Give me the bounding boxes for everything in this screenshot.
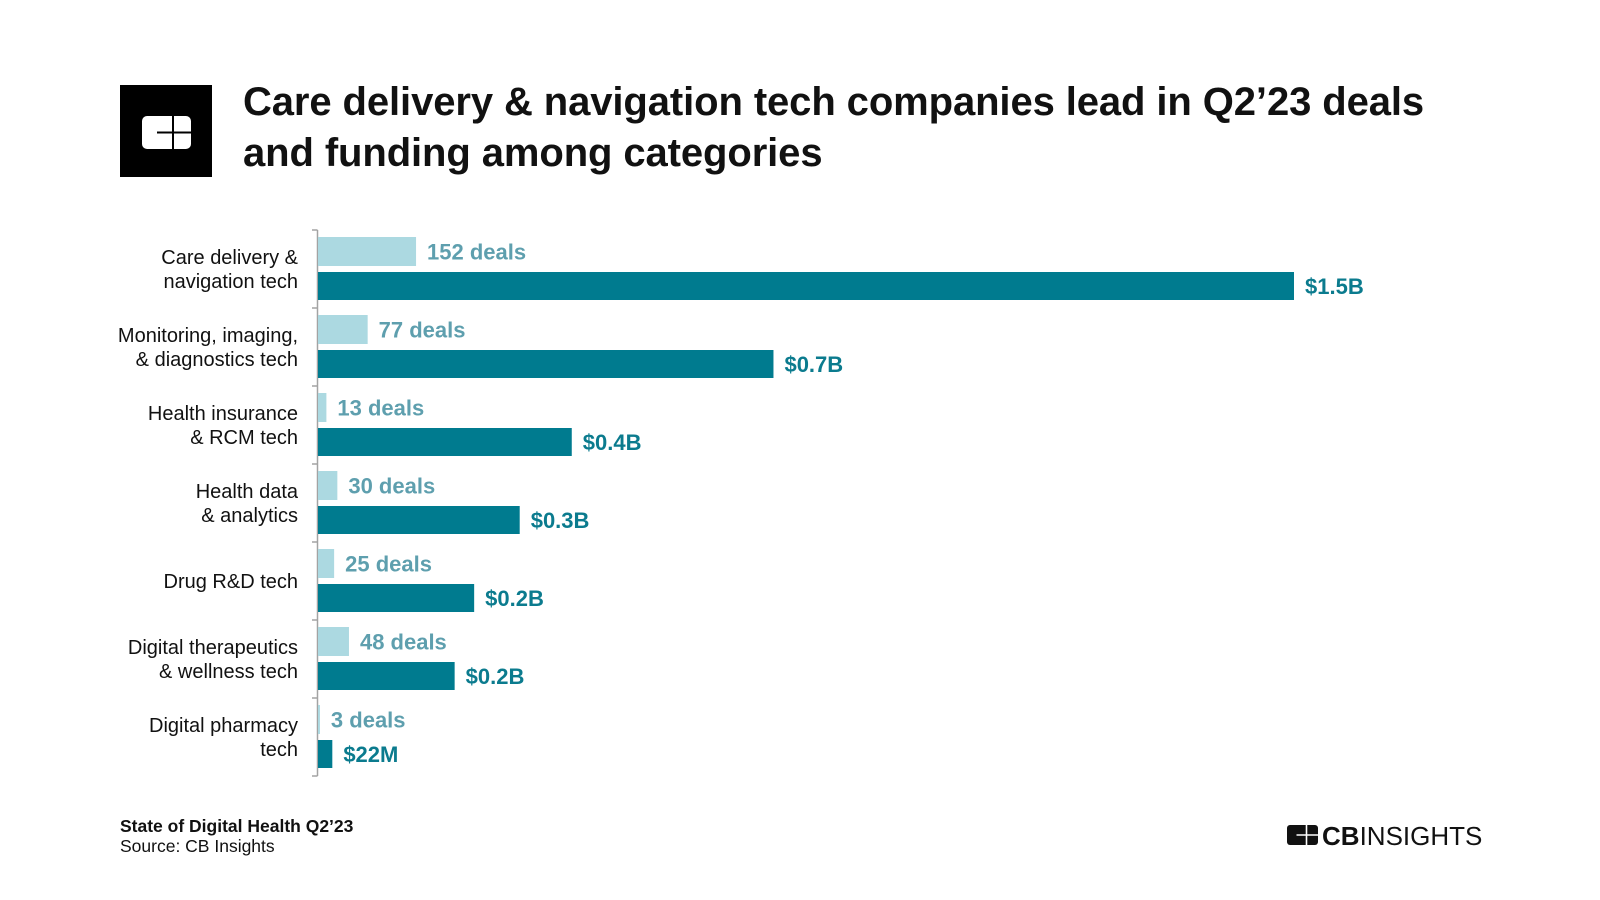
- funding-bar: [318, 428, 572, 456]
- deals-bar: [318, 393, 327, 422]
- funding-bar: [318, 740, 333, 768]
- deals-data-label: 77 deals: [379, 318, 466, 343]
- cb-insights-logo-icon: [120, 85, 212, 177]
- funding-data-label: $0.2B: [466, 664, 525, 689]
- funding-bar: [318, 272, 1294, 300]
- category-label-line: & RCM tech: [190, 427, 298, 449]
- chart-title: Care delivery & navigation tech companie…: [243, 77, 1424, 179]
- deals-data-label: 25 deals: [345, 552, 432, 577]
- funding-data-label: $0.3B: [531, 508, 590, 533]
- bars: [318, 237, 1294, 768]
- deals-bar: [318, 549, 335, 578]
- funding-bar: [318, 584, 475, 612]
- deals-data-label: 3 deals: [331, 708, 406, 733]
- data-labels: 152 deals $1.5B 77 deals $0.7B 13 deals $0.4B…: [331, 240, 1364, 768]
- category-label: Care delivery & navigation tech: [161, 247, 298, 293]
- category-labels: Care delivery & navigation tech Monitoring…: [118, 247, 299, 761]
- category-label: Drug R&D tech: [164, 571, 299, 593]
- category-label-line: & analytics: [201, 505, 298, 527]
- funding-bar: [318, 506, 520, 534]
- funding-data-label: $0.4B: [583, 430, 642, 455]
- deals-data-label: 152 deals: [427, 240, 526, 265]
- category-label-line: navigation tech: [163, 271, 298, 293]
- report-name: State of Digital Health Q2’23: [120, 816, 354, 836]
- deals-bar: [318, 237, 417, 266]
- funding-bar: [318, 350, 774, 378]
- brand-wordmark-bold: CB: [1322, 821, 1360, 851]
- deals-data-label: 13 deals: [337, 396, 424, 421]
- category-label-line: Drug R&D tech: [164, 571, 299, 593]
- funding-data-label: $0.2B: [485, 586, 544, 611]
- deals-bar: [318, 705, 320, 734]
- category-label-line: Digital therapeutics: [128, 637, 298, 659]
- category-label: Monitoring, imaging, & diagnostics tech: [118, 325, 298, 371]
- deals-data-label: 30 deals: [348, 474, 435, 499]
- cb-insights-logo-icon: [1287, 825, 1318, 845]
- deals-bar: [318, 315, 368, 344]
- category-label-line: Care delivery &: [161, 247, 298, 269]
- category-label: Health data & analytics: [196, 481, 299, 527]
- cb-insights-brand-logo: CBINSIGHTS: [1287, 821, 1482, 851]
- funding-data-label: $22M: [343, 742, 398, 767]
- deals-bar: [318, 471, 338, 500]
- category-label-line: & wellness tech: [159, 661, 298, 683]
- category-label-line: Monitoring, imaging,: [118, 325, 298, 347]
- category-label: Health insurance & RCM tech: [148, 403, 298, 449]
- deals-bar: [318, 627, 349, 656]
- y-axis: [312, 229, 319, 777]
- category-label: Digital therapeutics & wellness tech: [128, 637, 298, 683]
- deals-data-label: 48 deals: [360, 630, 447, 655]
- category-label-line: tech: [260, 739, 298, 761]
- chart-title-line-1: Care delivery & navigation tech companie…: [243, 80, 1425, 124]
- category-label: Digital pharmacy tech: [149, 715, 298, 761]
- category-label-line: & diagnostics tech: [136, 349, 298, 371]
- chart-title-line-2: and funding among categories: [243, 131, 823, 175]
- funding-data-label: $1.5B: [1305, 274, 1364, 299]
- funding-bar: [318, 662, 455, 690]
- brand-wordmark-light: INSIGHTS: [1360, 821, 1483, 851]
- funding-data-label: $0.7B: [784, 352, 843, 377]
- category-label-line: Health data: [196, 481, 299, 503]
- brand-wordmark: CBINSIGHTS: [1322, 821, 1482, 851]
- category-label-line: Health insurance: [148, 403, 298, 425]
- source-note: Source: CB Insights: [120, 836, 275, 856]
- category-label-line: Digital pharmacy: [149, 715, 298, 737]
